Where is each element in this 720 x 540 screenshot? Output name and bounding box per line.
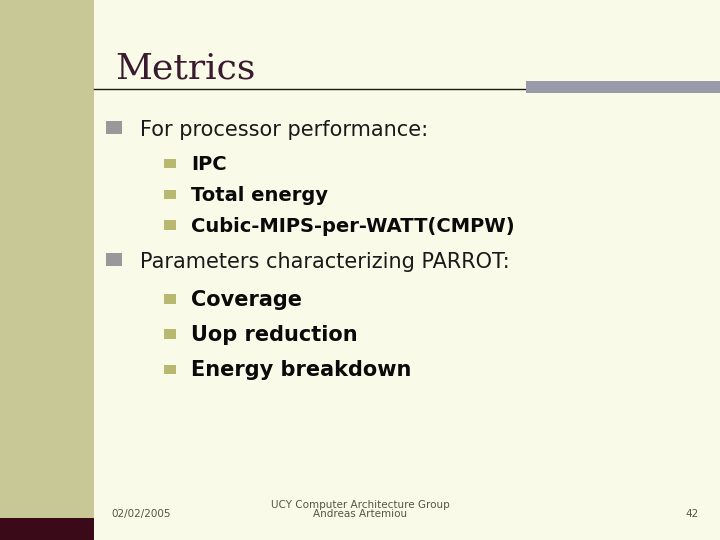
Text: Energy breakdown: Energy breakdown [191, 360, 411, 380]
Text: Metrics: Metrics [115, 51, 256, 85]
Bar [164, 220, 176, 230]
Bar [106, 253, 122, 266]
Bar [164, 190, 176, 199]
Bar [164, 294, 176, 304]
Text: UCY Computer Architecture Group: UCY Computer Architecture Group [271, 500, 449, 510]
Bar [164, 329, 176, 339]
Bar [0, 0, 94, 518]
Bar [164, 159, 176, 168]
Text: Total energy: Total energy [191, 186, 328, 205]
Text: Coverage: Coverage [191, 289, 302, 310]
Text: Andreas Artemiou: Andreas Artemiou [313, 509, 407, 519]
Bar [526, 81, 720, 93]
Text: Parameters characterizing PARROT:: Parameters characterizing PARROT: [140, 252, 510, 272]
Text: IPC: IPC [191, 155, 226, 174]
Text: Cubic-MIPS-per-WATT(CMPW): Cubic-MIPS-per-WATT(CMPW) [191, 217, 514, 236]
Bar [0, 518, 94, 540]
Text: 42: 42 [685, 509, 698, 519]
Bar [106, 121, 122, 134]
Text: For processor performance:: For processor performance: [140, 119, 428, 140]
Bar [164, 364, 176, 374]
Text: Uop reduction: Uop reduction [191, 325, 357, 345]
Text: 02/02/2005: 02/02/2005 [112, 509, 171, 519]
